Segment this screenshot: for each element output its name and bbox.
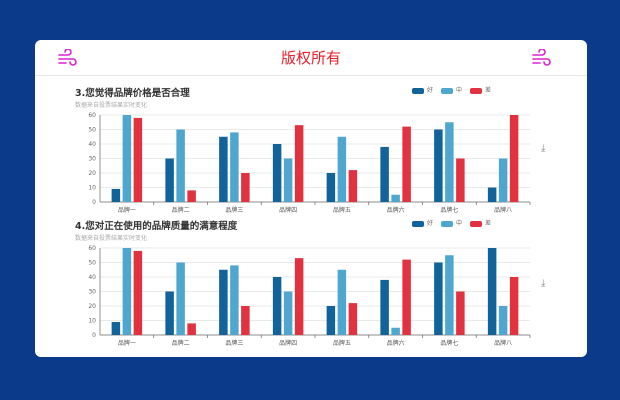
y-tick-label: 60 xyxy=(88,112,96,119)
chart-subtitle: 数据来自投票结果实时变化 xyxy=(75,235,148,242)
bar-good xyxy=(272,144,282,202)
chart-title: 4.您对正在使用的品牌质量的满意程度 xyxy=(75,221,238,232)
wind-icon xyxy=(532,49,551,66)
legend[interactable]: 好 中 差 xyxy=(412,218,491,227)
y-tick-label: 0 xyxy=(92,199,96,206)
bar-bad xyxy=(294,258,304,335)
legend-mid[interactable]: 中 xyxy=(441,85,462,94)
bar-bad xyxy=(133,117,143,202)
legend-good[interactable]: 好 xyxy=(412,218,433,227)
bar-good xyxy=(272,277,282,335)
bar-bad xyxy=(241,173,250,202)
x-tick-label: 品牌七 xyxy=(440,339,458,347)
bar-mid xyxy=(283,158,293,202)
bar-mid xyxy=(176,129,185,202)
y-tick-label: 50 xyxy=(88,260,96,267)
bar-mid xyxy=(498,306,508,335)
x-tick-label: 品牌二 xyxy=(172,339,190,347)
bar-bad xyxy=(456,291,465,335)
bar-bad xyxy=(294,125,304,202)
chart-subtitle: 数据来自投票结果实时变化 xyxy=(75,102,148,109)
header: 版权所有 xyxy=(35,40,587,76)
y-tick-label: 50 xyxy=(88,127,96,134)
x-tick-label: 品牌八 xyxy=(494,339,512,347)
bar-good xyxy=(219,269,228,335)
bar-mid xyxy=(445,255,454,335)
bar-bad xyxy=(187,190,196,202)
bar-good xyxy=(219,136,228,202)
x-tick-label: 品牌三 xyxy=(225,206,243,214)
legend-good[interactable]: 好 xyxy=(412,85,433,94)
bar-bad xyxy=(456,158,465,202)
bar-mid xyxy=(337,136,347,202)
download-icon[interactable]: ⤓ xyxy=(541,143,546,154)
bar-mid xyxy=(176,262,185,335)
x-tick-label: 品牌一 xyxy=(118,339,136,347)
x-tick-label: 品牌一 xyxy=(118,206,136,214)
chart-title: 3.您觉得品牌价格是否合理 xyxy=(75,88,190,99)
download-icon[interactable]: ⤓ xyxy=(541,278,546,289)
bar-good xyxy=(380,146,389,202)
bar-bad xyxy=(187,323,196,335)
bar-good xyxy=(434,262,443,335)
y-tick-label: 20 xyxy=(88,170,96,177)
x-tick-label: 品牌七 xyxy=(440,206,458,214)
bar-bad xyxy=(241,306,250,335)
y-tick-label: 30 xyxy=(88,289,96,296)
bar-good xyxy=(487,248,497,335)
y-tick-label: 40 xyxy=(88,141,96,148)
bar-good xyxy=(111,321,121,335)
legend-mid[interactable]: 中 xyxy=(441,218,462,227)
page-title: 版权所有 xyxy=(280,49,341,67)
x-tick-label: 品牌五 xyxy=(333,339,351,347)
y-tick-label: 40 xyxy=(88,274,96,281)
wind-icon xyxy=(58,49,77,66)
legend-bad[interactable]: 差 xyxy=(470,85,491,94)
x-tick-label: 品牌六 xyxy=(387,206,405,214)
bar-good xyxy=(380,279,389,335)
y-tick-label: 10 xyxy=(88,318,96,325)
x-tick-label: 品牌六 xyxy=(387,339,405,347)
bar-mid xyxy=(391,327,400,335)
x-tick-label: 品牌五 xyxy=(333,206,351,214)
bar-bad xyxy=(509,277,519,335)
bar-mid xyxy=(337,269,347,335)
bar-bad xyxy=(402,126,411,202)
bar-mid xyxy=(445,122,454,202)
bar-good xyxy=(326,173,336,202)
x-tick-label: 品牌四 xyxy=(279,339,297,347)
bar-good xyxy=(165,291,174,335)
bar-bad xyxy=(348,170,358,202)
y-tick-label: 0 xyxy=(92,332,96,339)
y-tick-label: 60 xyxy=(88,245,96,252)
bar-bad xyxy=(402,259,411,335)
bar-good xyxy=(326,306,336,335)
bar-bad xyxy=(509,115,519,202)
bar-mid xyxy=(122,115,132,202)
bar-mid xyxy=(391,194,400,202)
bar-good xyxy=(165,158,174,202)
y-tick-label: 10 xyxy=(88,185,96,192)
x-tick-label: 品牌八 xyxy=(494,206,512,214)
bar-mid xyxy=(230,132,239,202)
y-tick-label: 30 xyxy=(88,156,96,163)
bar-good xyxy=(487,187,497,202)
legend-bad[interactable]: 差 xyxy=(470,218,491,227)
bar-bad xyxy=(133,250,143,335)
y-tick-label: 20 xyxy=(88,303,96,310)
bar-good xyxy=(111,188,121,202)
bar-mid xyxy=(230,265,239,335)
bar-mid xyxy=(283,291,293,335)
x-tick-label: 品牌二 xyxy=(172,206,190,214)
bar-good xyxy=(434,129,443,202)
legend[interactable]: 好 中 差 xyxy=(412,85,491,94)
x-tick-label: 品牌四 xyxy=(279,206,297,214)
x-tick-label: 品牌三 xyxy=(225,339,243,347)
bar-mid xyxy=(498,158,508,202)
bar-bad xyxy=(348,303,358,335)
bar-mid xyxy=(122,248,132,335)
